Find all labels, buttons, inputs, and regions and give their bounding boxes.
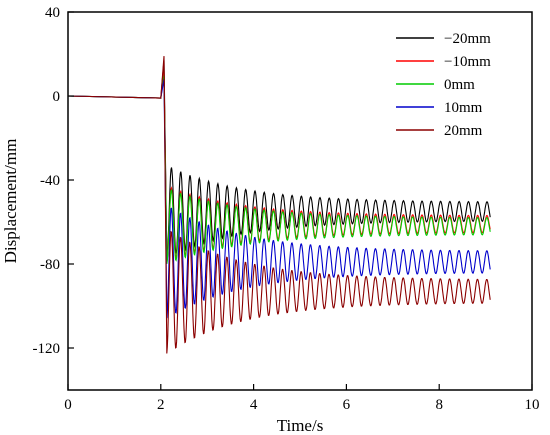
legend-label: 10mm: [444, 100, 483, 116]
series-line: [67, 79, 491, 319]
y-tick-label: 0: [53, 89, 61, 105]
y-tick-label: 40: [45, 5, 60, 21]
x-tick-label: 6: [343, 397, 351, 413]
y-tick-label: -40: [40, 173, 60, 189]
plot-frame: [67, 11, 533, 391]
legend-label: −20mm: [444, 31, 491, 47]
y-tick-label: -80: [40, 257, 60, 273]
legend: −20mm −10mm 0mm 10mm 20mm: [396, 31, 491, 139]
x-tick-label: 0: [64, 397, 72, 413]
x-axis-title: Time/s: [277, 416, 324, 435]
x-tick-label: 2: [157, 397, 165, 413]
series-line: [67, 70, 491, 263]
legend-label: 0mm: [444, 77, 475, 93]
series-line: [67, 74, 491, 264]
plot-lines: [67, 56, 491, 354]
series-line: [67, 60, 491, 258]
x-tick-label: 10: [525, 397, 540, 413]
series-line: [67, 56, 491, 354]
y-axis-title: Displacement/mm: [1, 139, 20, 264]
x-tick-label: 4: [250, 397, 258, 413]
y-axis: 40 0 -40 -80 -120: [33, 5, 74, 357]
legend-label: −10mm: [444, 54, 491, 70]
x-tick-label: 8: [435, 397, 443, 413]
y-tick-label: -120: [33, 341, 61, 357]
legend-label: 20mm: [444, 123, 483, 139]
x-axis: 0 2 4 6 8 10: [64, 384, 540, 413]
